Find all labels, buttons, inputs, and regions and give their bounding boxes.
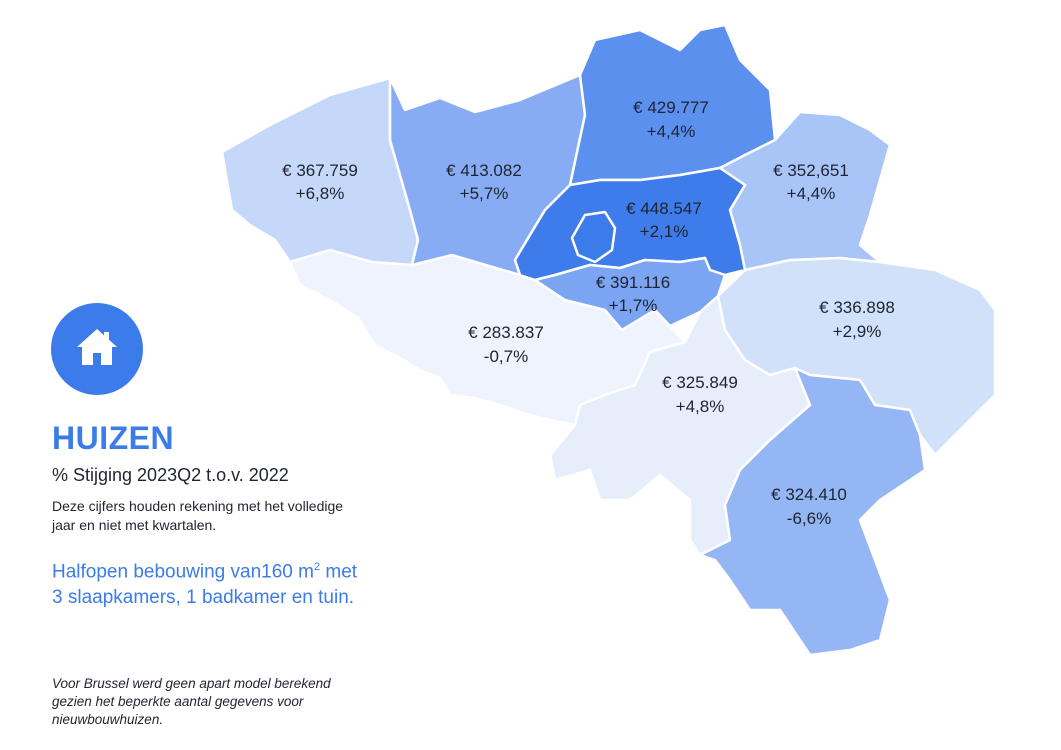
legend-note: Deze cijfers houden rekening met het vol… [52, 498, 344, 533]
label-henegouwen: € 283.837 -0,7% [468, 323, 544, 366]
region-luxemburg[interactable] [698, 366, 927, 657]
house-icon [77, 329, 117, 365]
price-label: € 448.547 [626, 199, 702, 218]
price-label: € 283.837 [468, 323, 544, 342]
label-limburg: € 352,651 +4,4% [773, 161, 849, 203]
change-label: +2,9% [833, 322, 882, 341]
label-luik: € 336.898 +2,9% [819, 298, 895, 341]
region-waals-brabant[interactable] [533, 256, 727, 332]
house-icon-badge [51, 303, 143, 395]
description-superscript: 2 [313, 561, 321, 573]
change-label: +4,8% [676, 397, 725, 416]
brussels-footnote: Voor Brussel werd geen apart model berek… [52, 676, 331, 727]
legend-title: HUIZEN [52, 420, 175, 456]
region-brussel[interactable] [570, 210, 617, 264]
change-label: +2,1% [640, 222, 689, 241]
description-rest: met 3 slaapkamers, 1 badkamer en tuin. [52, 561, 358, 609]
change-label: +5,7% [460, 184, 509, 203]
change-label: +4,4% [647, 122, 696, 141]
label-namen: € 325.849 +4,8% [662, 373, 738, 416]
price-label: € 429.777 [633, 98, 709, 117]
property-description: Halfopen bebouwing van160 m2 met 3 slaap… [52, 554, 372, 611]
label-waals-brabant: € 391.116 +1,7% [596, 273, 670, 315]
change-label: +4,4% [787, 184, 836, 203]
price-label: € 391.116 [596, 273, 670, 292]
price-label: € 352,651 [773, 161, 849, 180]
change-label: +6,8% [296, 184, 345, 203]
price-label: € 413.082 [446, 161, 522, 180]
label-vlaams-brabant: € 448.547 +2,1% [626, 199, 702, 241]
label-west-vlaanderen: € 367.759 +6,8% [282, 161, 358, 203]
price-label: € 367.759 [282, 161, 358, 180]
label-antwerpen: € 429.777 +4,4% [633, 98, 709, 141]
legend-subtitle: % Stijging 2023Q2 t.o.v. 2022 [52, 465, 289, 485]
description-main: Halfopen bebouwing van160 m [52, 561, 314, 583]
price-label: € 325.849 [662, 373, 738, 392]
price-label: € 336.898 [819, 298, 895, 317]
change-label: -6,6% [787, 509, 831, 528]
change-label: +1,7% [609, 296, 658, 315]
label-oost-vlaanderen: € 413.082 +5,7% [446, 161, 522, 203]
label-luxemburg: € 324.410 -6,6% [771, 485, 847, 528]
price-label: € 324.410 [771, 485, 847, 504]
change-label: -0,7% [484, 347, 528, 366]
